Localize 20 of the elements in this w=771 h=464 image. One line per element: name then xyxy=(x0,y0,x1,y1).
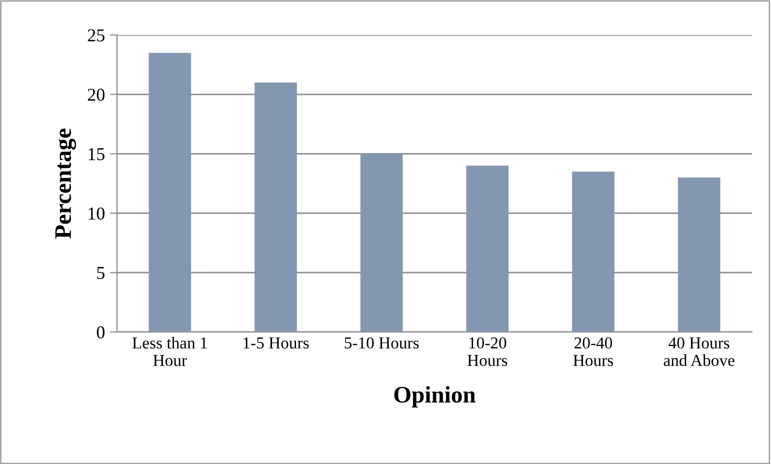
y-tick-label: 0 xyxy=(96,326,105,338)
x-tick-label: 5-10 Hours xyxy=(344,337,419,349)
x-tick-label: 10-20 Hours xyxy=(468,337,508,366)
y-axis-title: Percentage xyxy=(55,128,76,239)
x-tick-label: 20-40 Hours xyxy=(573,337,614,366)
y-tick-label: 25 xyxy=(88,29,104,42)
bar xyxy=(678,178,720,332)
bar xyxy=(572,172,614,332)
bar xyxy=(254,82,297,332)
y-tick-label: 15 xyxy=(88,148,104,160)
x-tick-label: 1-5 Hours xyxy=(244,337,309,349)
y-tick-label: 20 xyxy=(88,88,105,101)
y-tick-label: 10 xyxy=(88,207,105,220)
y-tick-label: 5 xyxy=(97,267,104,280)
bar xyxy=(360,154,403,332)
bar xyxy=(466,166,509,332)
x-tick-label: 40 Hours and Above xyxy=(664,337,734,366)
bar xyxy=(148,52,192,332)
x-tick-label: Less than 1 Hour xyxy=(132,336,207,366)
x-axis-title: Opinion xyxy=(394,386,476,408)
